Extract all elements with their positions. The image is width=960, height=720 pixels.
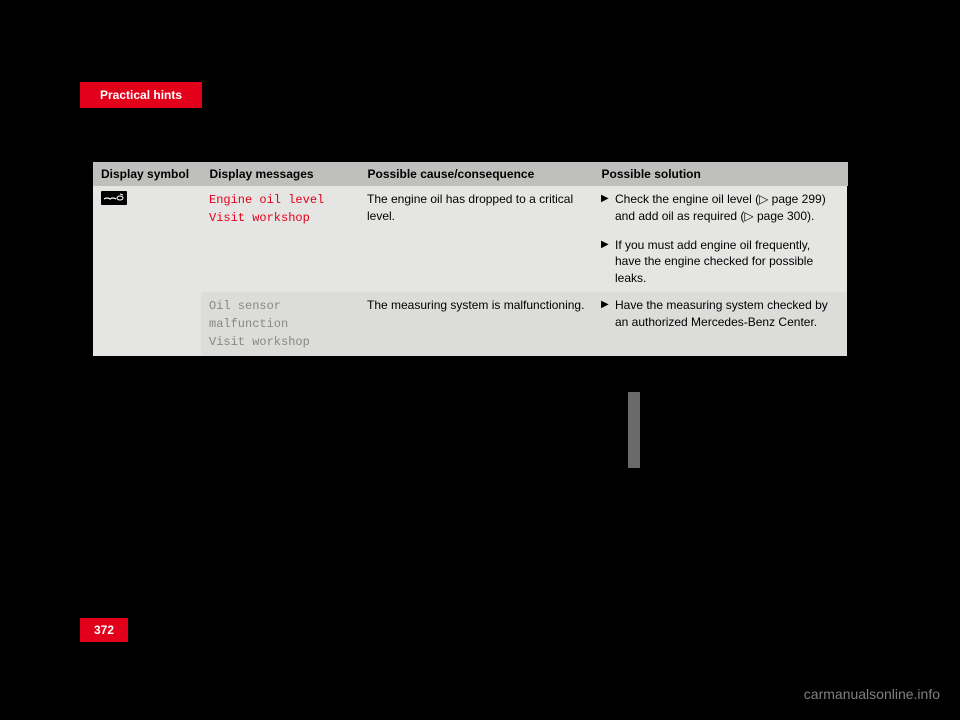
display-message-line1: Engine oil level <box>209 191 351 209</box>
table-header-row: Display symbol Display messages Possible… <box>93 162 847 186</box>
diagnostic-table: Display symbol Display messages Possible… <box>93 162 848 356</box>
display-message-line1: Oil sensor malfunction <box>209 297 351 333</box>
solution-item: Check the engine oil level (▷ page 299) … <box>601 191 839 225</box>
solution-item: If you must add engine oil frequently, h… <box>601 237 839 287</box>
solution-cell: Check the engine oil level (▷ page 299) … <box>593 186 847 292</box>
column-header-messages: Display messages <box>201 162 359 186</box>
page-number-block: 372 <box>80 618 128 642</box>
symbol-cell <box>93 292 201 356</box>
column-header-cause: Possible cause/consequence <box>359 162 593 186</box>
section-header-tab: Practical hints <box>80 82 202 108</box>
cause-cell: The engine oil has dropped to a critical… <box>359 186 593 292</box>
solution-item: Have the measuring system checked by an … <box>601 297 839 331</box>
column-header-symbol: Display symbol <box>93 162 201 186</box>
table-row: Engine oil level Visit workshop The engi… <box>93 186 847 292</box>
oil-warning-icon <box>101 191 127 205</box>
page-number: 372 <box>94 623 114 637</box>
message-cell: Oil sensor malfunction Visit workshop <box>201 292 359 356</box>
section-title: Practical hints <box>100 88 182 102</box>
watermark-text: carmanualsonline.info <box>804 686 940 702</box>
cause-cell: The measuring system is malfunctioning. <box>359 292 593 356</box>
message-cell: Engine oil level Visit workshop <box>201 186 359 292</box>
solution-cell: Have the measuring system checked by an … <box>593 292 847 356</box>
cause-text: The engine oil has dropped to a critical… <box>367 191 585 225</box>
solution-list: Check the engine oil level (▷ page 299) … <box>601 191 839 287</box>
table-row: Oil sensor malfunction Visit workshop Th… <box>93 292 847 356</box>
display-message-line2: Visit workshop <box>209 209 351 227</box>
cause-text: The measuring system is malfunctioning. <box>367 297 585 314</box>
page-thumb-indicator <box>628 392 640 468</box>
solution-list: Have the measuring system checked by an … <box>601 297 839 331</box>
column-header-solution: Possible solution <box>593 162 847 186</box>
symbol-cell <box>93 186 201 292</box>
display-message-line2: Visit workshop <box>209 333 351 351</box>
